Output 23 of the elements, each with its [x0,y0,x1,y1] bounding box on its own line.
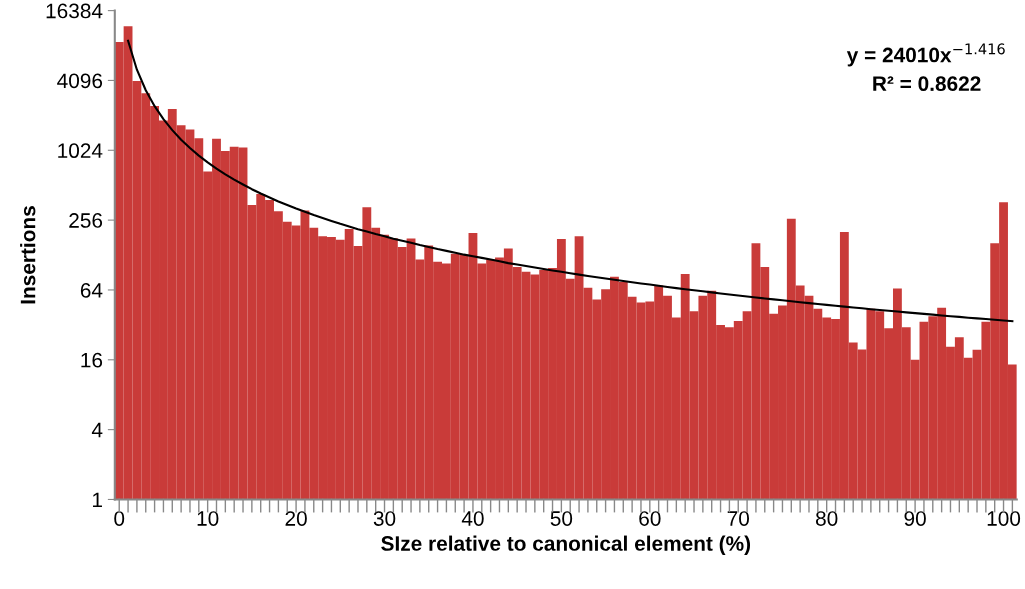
x-tick-label: 90 [904,511,926,526]
x-tick-label: 70 [727,511,750,526]
x-axis-title: SIze relative to canonical element (%) [381,535,751,555]
x-tick-label: 0 [114,511,125,526]
line-series [127,39,1014,323]
y-tick-label: 1 [93,492,102,508]
x-tick-label: 80 [815,511,838,526]
y-tick-label: 64 [80,282,103,298]
x-tick-label: 30 [373,511,396,526]
y-tick-label: 4096 [57,73,103,89]
x-tick-label: 60 [639,511,661,526]
x-tick-label: 100 [987,511,1021,526]
y-tick-label: 4 [91,422,103,438]
y-tick-label: 16384 [46,3,103,19]
y-tick-label: 1024 [58,143,103,159]
x-tick-label: 10 [197,511,219,526]
x-tick-label: 50 [550,511,573,526]
y-tick-label: 16 [81,352,103,368]
x-tick-label: 40 [461,511,484,526]
y-tick-label: 256 [69,213,103,228]
text: y = 24010x$^{−1.416}$ R² = 0.8622 [846,43,1005,92]
y-axis-title: Insertions [20,206,36,304]
x-tick-label: 20 [285,511,307,526]
